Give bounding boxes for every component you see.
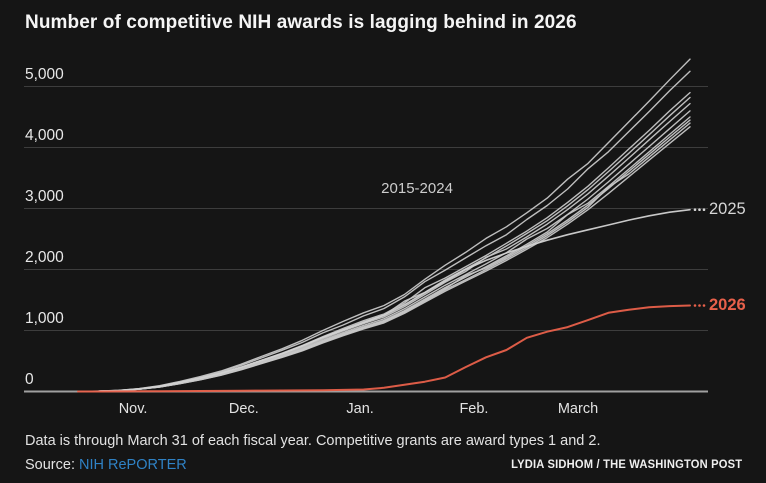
byline-credit: LYDIA SIDHOM / THE WASHINGTON POST: [510, 459, 742, 471]
dotted-tail-2025-1: [698, 208, 701, 212]
pack-annotation: 2015-2024: [381, 179, 453, 197]
y-tick-label-1000: 1,000: [25, 309, 64, 327]
x-tick-label-Nov: Nov.: [118, 401, 148, 417]
y-tick-label-2000: 2,000: [25, 248, 64, 266]
source-prefix: Source:: [25, 457, 75, 473]
series-line-2025: [77, 208, 691, 393]
series-line-2021: [77, 116, 691, 393]
dotted-tail-2026-0: [693, 304, 697, 307]
x-tick-label-Feb: Feb.: [459, 401, 489, 417]
y-tick-label-0: 0: [25, 370, 34, 388]
y-tick-label-3000: 3,000: [25, 187, 64, 205]
x-tick-label-Dec: Dec.: [228, 401, 259, 417]
y-tick-label-5000: 5,000: [25, 65, 64, 83]
year-label-2026: 2026: [709, 295, 746, 314]
series-line-2023: [77, 122, 691, 393]
chart-title: Number of competitive NIH awards is lagg…: [25, 12, 577, 33]
series-line-2018: [77, 96, 691, 393]
x-tick-label-Jan: Jan.: [346, 401, 374, 417]
source-line: Source: NIH RePORTER: [25, 457, 187, 473]
dotted-tail-2026-2: [702, 304, 706, 307]
series-line-2016: [77, 70, 691, 393]
series-line-2015: [77, 58, 691, 393]
y-tick-label-4000: 4,000: [25, 126, 64, 144]
series-line-2026: [77, 304, 691, 393]
series-line-2019: [77, 102, 691, 393]
series-line-2024: [77, 126, 691, 393]
footnote-text: Data is through March 31 of each fiscal …: [25, 433, 601, 449]
dotted-tail-2026-1: [698, 304, 701, 307]
dotted-tail-2025-2: [702, 208, 706, 212]
source-link[interactable]: NIH RePORTER: [79, 457, 187, 473]
year-label-2025: 2025: [709, 200, 746, 219]
dotted-tail-2025-0: [693, 208, 697, 212]
x-tick-label-March: March: [557, 401, 599, 417]
series-line-2017: [77, 91, 691, 393]
